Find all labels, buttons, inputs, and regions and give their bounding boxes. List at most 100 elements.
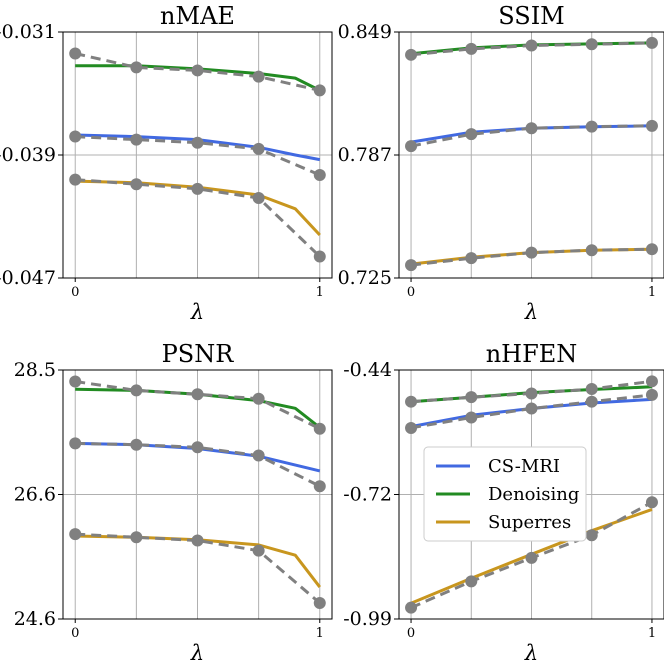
chart-title: SSIM [498, 2, 565, 30]
data-point-4-4 [645, 375, 658, 388]
data-point-3-0 [69, 47, 82, 60]
data-point-4-4 [313, 168, 326, 181]
data-point-5-0 [69, 173, 82, 186]
series-line-dashed-5 [75, 532, 321, 605]
data-point-5-2 [525, 246, 538, 259]
legend-label-cs-mri: CS-MRI [488, 456, 560, 477]
data-point-5-0 [405, 259, 418, 272]
data-point-3-2 [191, 388, 204, 401]
x-tick-label-0: 0 [407, 285, 415, 300]
data-point-4-2 [191, 441, 204, 454]
data-point-3-1 [130, 61, 143, 74]
chart-title: nHFEN [486, 340, 578, 368]
x-axis-label: λ [190, 641, 204, 663]
x-axis-label: λ [524, 641, 538, 663]
y-tick-label-0: 28.5 [14, 359, 56, 381]
chart-panel-psnr: 28.5 26.6 24.6 0 1 λ PSNR [14, 340, 333, 663]
data-point-4-0 [69, 437, 82, 450]
data-point-5-4 [645, 496, 658, 509]
x-tick-label-0: 0 [71, 626, 79, 641]
data-point-5-1 [465, 252, 478, 265]
y-tick-label-1: -0.72 [343, 484, 392, 506]
y-tick-label-0: -0.44 [343, 359, 392, 381]
series-line-dashed-3 [74, 52, 321, 92]
y-tick-label-2: -0.047 [0, 267, 56, 289]
data-point-4-3 [252, 449, 265, 462]
data-point-3-2 [525, 122, 538, 135]
legend: CS-MRI Denoising Superres [423, 446, 587, 542]
data-point-4-1 [130, 438, 143, 451]
data-point-4-1 [130, 133, 143, 146]
data-point-3-2 [525, 402, 538, 415]
x-axis-label: λ [524, 300, 538, 324]
x-tick-label-1: 1 [316, 285, 324, 300]
chart-title: PSNR [162, 340, 235, 368]
data-point-5-4 [313, 250, 326, 263]
data-point-3-0 [69, 375, 82, 388]
data-point-5-1 [130, 531, 143, 544]
y-tick-label-1: -0.039 [0, 144, 56, 166]
data-point-3-4 [645, 388, 658, 401]
x-tick-label-1: 1 [648, 285, 656, 300]
data-point-3-0 [405, 140, 418, 153]
data-point-3-1 [130, 384, 143, 397]
data-point-3-4 [313, 422, 326, 435]
data-point-3-4 [645, 119, 658, 132]
data-point-4-4 [645, 36, 658, 49]
y-tick-label-0: 0.849 [338, 21, 392, 43]
chart-panel-nhfen: -0.44 -0.72 -0.99 0 1 λ nHFEN [343, 340, 664, 663]
x-tick-label-1: 1 [316, 626, 324, 641]
data-point-3-2 [191, 64, 204, 77]
series-line-dashed-3 [74, 380, 321, 431]
chart-panel-nmae: -0.031 -0.039 -0.047 0 1 λ nMAE [0, 2, 333, 324]
data-point-4-2 [525, 39, 538, 52]
data-point-5-0 [69, 528, 82, 541]
data-point-4-2 [525, 387, 538, 400]
series-line-dashed-5 [75, 178, 321, 258]
data-point-4-0 [405, 395, 418, 408]
data-point-4-1 [465, 42, 478, 55]
legend-label-denoising: Denoising [488, 484, 579, 505]
data-point-5-3 [252, 192, 265, 205]
data-point-4-2 [191, 136, 204, 149]
legend-label-superres: Superres [488, 512, 571, 533]
y-tick-label-1: 26.6 [14, 484, 56, 506]
data-point-3-3 [585, 120, 598, 133]
x-tick-label-0: 0 [407, 626, 415, 641]
data-point-5-2 [191, 534, 204, 547]
data-point-5-3 [252, 544, 265, 557]
y-tick-label-2: 0.725 [338, 267, 392, 289]
series-line-dashed-4 [75, 441, 321, 488]
x-tick-label-0: 0 [71, 285, 79, 300]
y-tick-label-2: 24.6 [14, 608, 56, 630]
data-point-5-3 [585, 529, 598, 542]
data-point-3-3 [252, 392, 265, 405]
data-point-5-2 [525, 551, 538, 564]
data-point-5-3 [585, 244, 598, 257]
chart-panel-ssim: 0.849 0.787 0.725 0 1 λ SSIM [338, 2, 664, 324]
data-point-5-4 [313, 597, 326, 610]
data-point-3-3 [585, 395, 598, 408]
data-point-5-1 [130, 178, 143, 191]
series-line-dashed-3 [410, 393, 653, 430]
series-line-cs-mri [75, 133, 321, 162]
data-point-3-1 [465, 128, 478, 141]
data-point-3-3 [252, 70, 265, 83]
data-point-3-4 [313, 84, 326, 97]
data-point-4-3 [585, 383, 598, 396]
data-point-5-0 [405, 601, 418, 614]
x-tick-label-1: 1 [648, 626, 656, 641]
y-tick-label-2: -0.99 [343, 608, 392, 630]
data-point-3-1 [465, 411, 478, 424]
legend-box [423, 446, 587, 542]
data-point-5-2 [191, 182, 204, 195]
y-tick-label-0: -0.031 [0, 21, 56, 43]
data-point-3-0 [405, 421, 418, 434]
data-point-4-4 [313, 480, 326, 493]
data-point-4-1 [465, 391, 478, 404]
data-point-5-1 [465, 575, 478, 588]
data-point-5-4 [645, 243, 658, 256]
chart-title: nMAE [160, 2, 235, 30]
data-point-4-3 [585, 38, 598, 51]
